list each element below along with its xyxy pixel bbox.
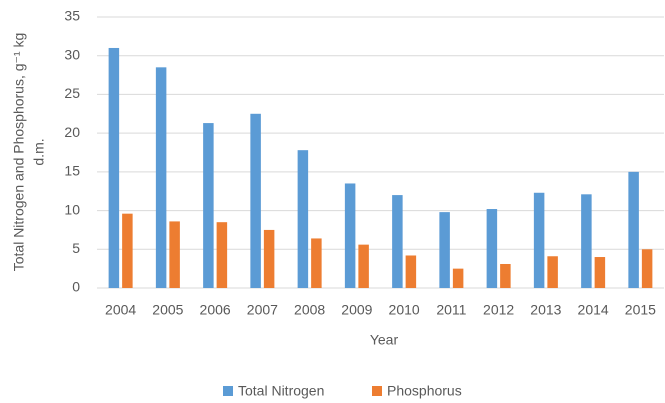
x-tick-label: 2014	[578, 302, 609, 318]
bar	[250, 113, 261, 289]
bar	[122, 213, 133, 288]
legend-swatch	[372, 386, 382, 396]
y-axis-label-line: d.m.	[31, 138, 47, 165]
bar	[392, 195, 403, 288]
x-tick-label: 2015	[625, 302, 656, 318]
bar	[439, 212, 450, 288]
y-tick-label: 5	[72, 240, 80, 256]
x-tick-label: 2009	[341, 302, 372, 318]
x-tick-label: 2010	[389, 302, 420, 318]
x-tick-label: 2007	[247, 302, 278, 318]
y-tick-label: 25	[64, 85, 80, 101]
legend-label: Total Nitrogen	[238, 383, 324, 399]
bar	[594, 257, 606, 288]
x-tick-label: 2006	[200, 302, 231, 318]
bar	[344, 183, 356, 288]
x-tick-label: 2005	[152, 302, 183, 318]
x-tick-label: 2004	[105, 302, 136, 318]
bar	[297, 150, 309, 288]
y-axis-label: Total Nitrogen and Phosphorus, g⁻¹ kg d.…	[11, 33, 47, 272]
y-axis-label-line: Total Nitrogen and Phosphorus, g⁻¹ kg	[11, 33, 27, 272]
bar	[358, 244, 369, 288]
y-tick-label: 35	[64, 8, 80, 24]
x-tick-label: 2013	[530, 302, 561, 318]
bar	[452, 268, 464, 288]
y-tick-label: 15	[64, 163, 80, 179]
legend-label: Phosphorus	[387, 383, 462, 399]
bar	[203, 123, 214, 288]
bar	[216, 222, 228, 288]
y-tick-label: 20	[64, 124, 80, 140]
bar	[547, 256, 558, 288]
bar	[405, 255, 417, 288]
bar	[311, 238, 322, 288]
x-axis-label: Year	[370, 332, 399, 348]
legend-swatch	[223, 386, 233, 396]
y-tick-label: 0	[72, 279, 80, 295]
y-tick-label: 10	[64, 201, 80, 217]
x-tick-label: 2008	[294, 302, 325, 318]
bar	[500, 263, 511, 288]
x-tick-label: 2012	[483, 302, 514, 318]
x-tick-label: 2011	[436, 302, 466, 318]
bar	[486, 209, 498, 288]
bar	[155, 67, 167, 288]
bar	[628, 171, 639, 288]
bar	[263, 229, 275, 288]
bar	[108, 47, 120, 288]
bar	[533, 192, 545, 288]
bar	[581, 194, 592, 288]
bar	[169, 221, 180, 288]
y-tick-label: 30	[64, 46, 80, 62]
bar	[641, 249, 653, 288]
